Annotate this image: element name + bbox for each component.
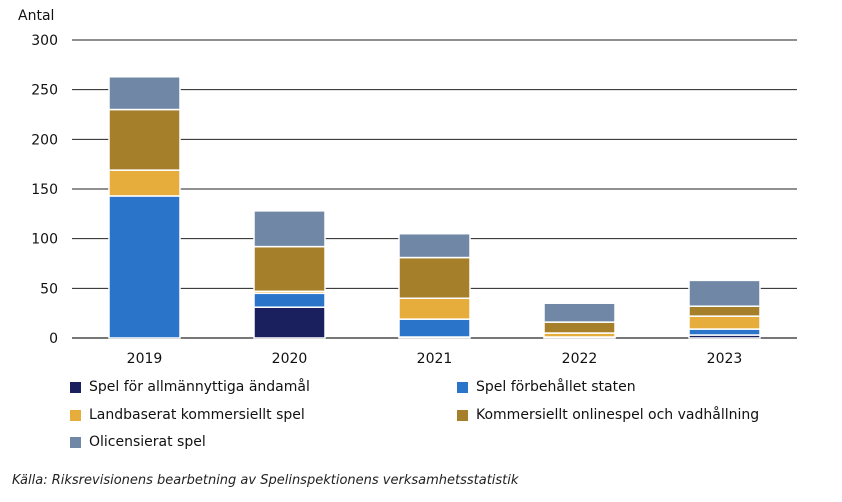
bar-segment [398,256,471,300]
source-note: Källa: Riksrevisionens bearbetning av Sp… [12,473,519,488]
legend-swatch [70,436,81,448]
legend-swatch [457,409,468,421]
bar-segment [688,305,761,317]
bar-segment [108,76,181,111]
bar-segment [398,318,471,338]
bar-segment [688,315,761,330]
x-tick-label: 2022 [562,351,598,367]
y-tick-label: 250 [31,83,58,99]
bar-segment [543,321,616,334]
bar-segment [543,302,616,323]
legend-swatch [70,409,81,421]
legend-item: Olicensierat spel [70,434,206,450]
legend-label: Olicensierat spel [89,434,206,450]
bar-segment [253,292,326,308]
y-tick-label: 200 [31,132,58,148]
bar-segment [253,245,326,293]
legend-swatch [457,381,468,393]
legend-item: Spel förbehållet staten [457,379,636,395]
y-tick-label: 150 [31,182,58,198]
bar-segment [253,306,326,339]
legend-item: Landbaserat kommersiellt spel [70,407,305,423]
y-axis-label: Antal [18,8,54,24]
y-tick-label: 100 [31,232,58,248]
bar-segment [108,195,181,339]
legend-item: Kommersiellt onlinespel och vadhållning [457,407,759,423]
y-tick-label: 0 [49,331,58,347]
bar-segment [253,210,326,248]
y-tick-label: 50 [40,281,58,297]
legend-label: Landbaserat kommersiellt spel [89,407,305,423]
y-tick-label: 300 [31,33,58,49]
legend-label: Spel förbehållet staten [476,379,636,395]
bar-segment [108,108,181,171]
plot-area: Antal 0 50 100 150 200 250 300 2019 2020 2021 2022… [18,8,797,367]
x-tick-label: 2021 [417,351,453,367]
legend-label: Kommersiellt onlinespel och vadhållning [476,407,760,423]
x-tick-label: 2019 [127,351,163,367]
bar-segment [108,169,181,197]
bar-segment [688,328,761,336]
x-tick-label: 2020 [272,351,308,367]
x-tick-label: 2023 [707,351,743,367]
bar-segment [398,297,471,320]
legend-swatch [70,381,81,393]
legend-item: Spel för allmännyttiga ändamål [70,379,310,395]
bar-segment [398,232,471,259]
legend-label: Spel för allmännyttiga ändamål [89,379,310,395]
bar-segment [688,279,761,307]
